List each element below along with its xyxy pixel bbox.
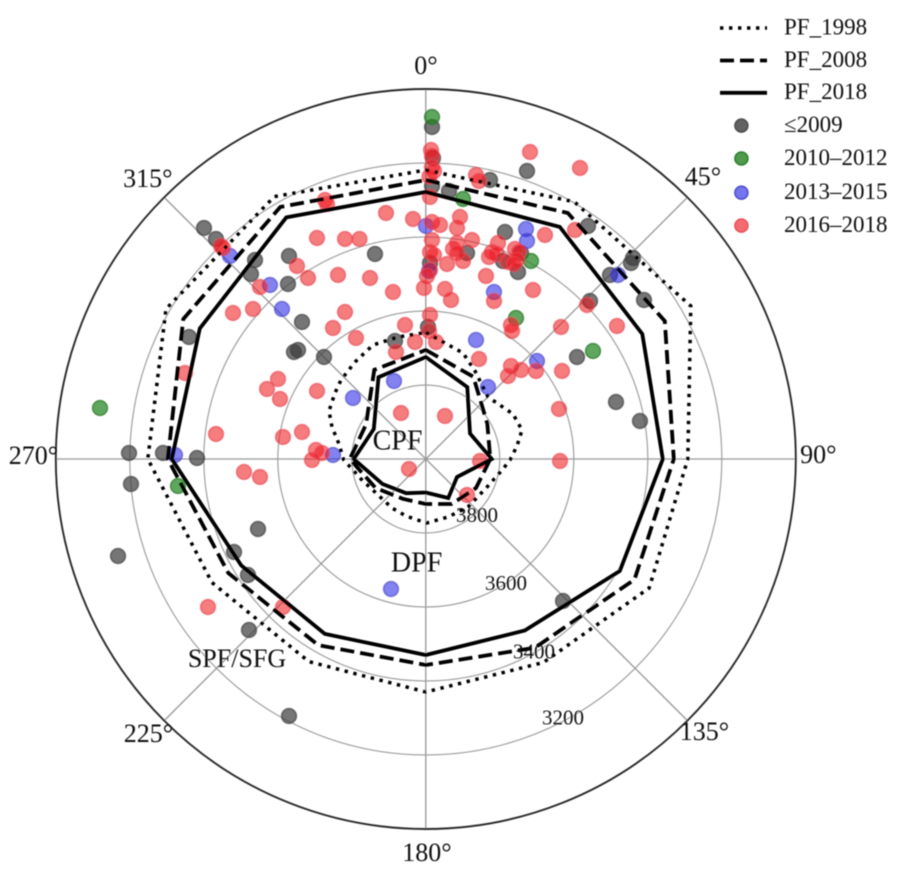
svg-text:180°: 180° <box>402 838 451 867</box>
svg-text:SPF/SFG: SPF/SFG <box>188 644 286 673</box>
svg-text:2010–2012: 2010–2012 <box>784 145 888 170</box>
svg-text:225°: 225° <box>124 719 173 748</box>
svg-text:2013–2015: 2013–2015 <box>784 179 888 204</box>
svg-text:90°: 90° <box>800 440 836 469</box>
svg-text:3400: 3400 <box>513 639 555 663</box>
svg-text:PF_1998: PF_1998 <box>784 14 867 39</box>
svg-text:0°: 0° <box>414 51 437 80</box>
svg-text:270°: 270° <box>9 441 58 470</box>
svg-text:2016–2018: 2016–2018 <box>784 212 888 237</box>
svg-text:315°: 315° <box>123 164 172 193</box>
svg-text:CPF: CPF <box>373 425 423 456</box>
svg-text:3600: 3600 <box>485 571 527 595</box>
svg-text:45°: 45° <box>685 162 721 191</box>
svg-text:3200: 3200 <box>542 705 584 729</box>
svg-text:DPF: DPF <box>391 547 442 578</box>
svg-text:135°: 135° <box>680 717 729 746</box>
svg-text:≤2009: ≤2009 <box>784 112 843 137</box>
svg-text:PF_2018: PF_2018 <box>784 79 867 104</box>
svg-text:3800: 3800 <box>456 503 498 527</box>
svg-text:PF_2008: PF_2008 <box>784 47 867 72</box>
